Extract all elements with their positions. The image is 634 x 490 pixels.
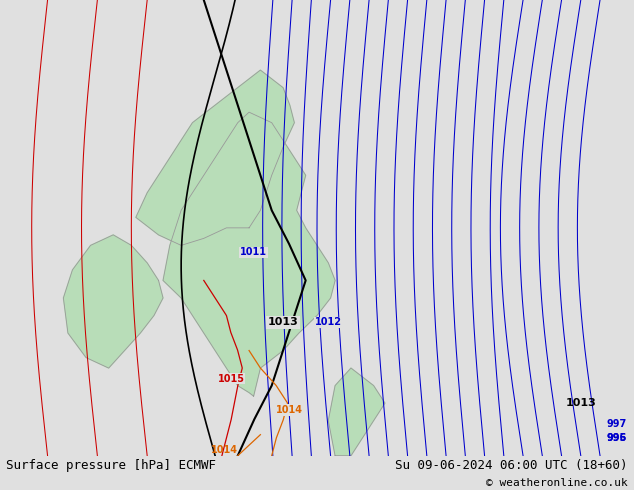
Text: 995: 995	[607, 433, 627, 443]
Text: 996: 996	[607, 433, 627, 443]
Text: 1011: 1011	[240, 247, 267, 257]
Polygon shape	[163, 112, 335, 396]
Text: 997: 997	[607, 419, 627, 429]
Polygon shape	[328, 368, 385, 456]
Text: 1014: 1014	[276, 405, 303, 415]
Text: Su 09-06-2024 06:00 UTC (18+60): Su 09-06-2024 06:00 UTC (18+60)	[395, 460, 628, 472]
Polygon shape	[63, 235, 163, 368]
Text: Surface pressure [hPa] ECMWF: Surface pressure [hPa] ECMWF	[6, 460, 216, 472]
Text: 1015: 1015	[217, 373, 245, 384]
Text: 1013: 1013	[566, 398, 597, 408]
Text: 1012: 1012	[315, 318, 342, 327]
Text: 1014: 1014	[210, 445, 238, 455]
Polygon shape	[136, 70, 294, 245]
Text: © weatheronline.co.uk: © weatheronline.co.uk	[486, 478, 628, 488]
Text: 1013: 1013	[268, 318, 299, 327]
